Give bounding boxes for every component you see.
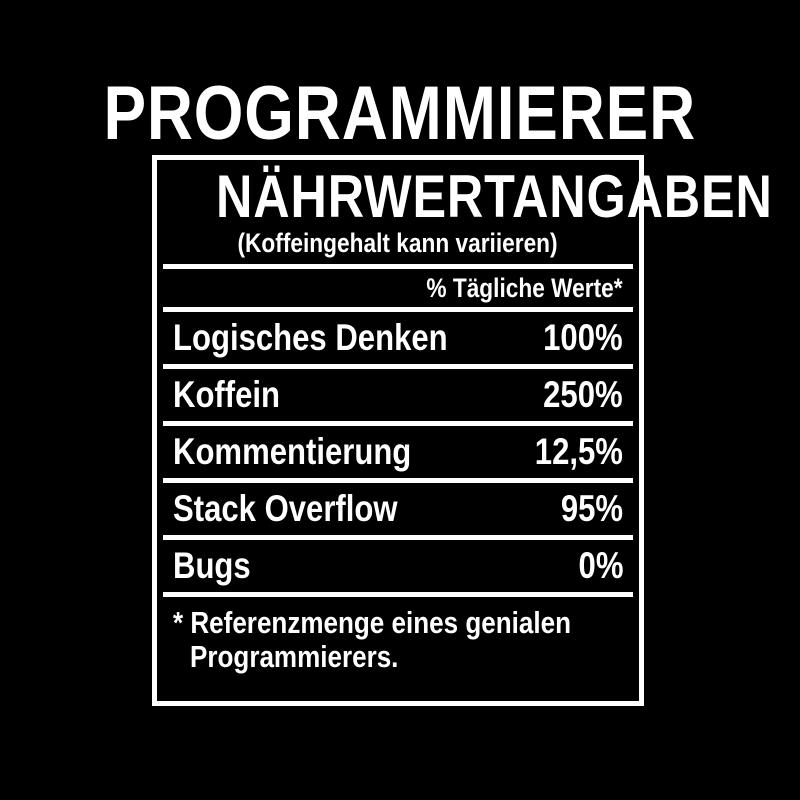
label-subheading: (Koffeingehalt kann variieren) [163, 228, 633, 258]
row-value: 95% [560, 488, 623, 529]
label-header: NÄHRWERTANGABEN (Koffeingehalt kann vari… [163, 166, 772, 264]
table-row: Logisches Denken 100% [163, 312, 633, 364]
nutrition-label: NÄHRWERTANGABEN (Koffeingehalt kann vari… [152, 155, 772, 706]
footnote: * Referenzmenge eines genialen Programmi… [163, 597, 633, 695]
footnote-line-1: * Referenzmenge eines genialen [173, 606, 623, 640]
page-title: PROGRAMMIERER [0, 76, 800, 152]
table-row: Kommentierung 12,5% [163, 426, 633, 478]
row-name: Stack Overflow [173, 488, 398, 529]
row-value: 12,5% [534, 431, 623, 472]
divider [163, 421, 633, 426]
row-value: 250% [543, 374, 623, 415]
row-value: 100% [543, 317, 623, 358]
divider [163, 592, 633, 597]
table-row: Bugs 0% [163, 540, 633, 592]
table-row: Stack Overflow 95% [163, 483, 633, 535]
divider [163, 364, 633, 369]
page-title-text: PROGRAMMIERER [103, 71, 697, 156]
daily-value-header: % Tägliche Werte* [163, 269, 633, 307]
row-name: Koffein [173, 374, 281, 415]
divider [163, 307, 633, 312]
label-heading-text: NÄHRWERTANGABEN [216, 163, 773, 230]
table-row: Koffein 250% [163, 369, 633, 421]
row-name: Bugs [173, 545, 251, 586]
divider [163, 478, 633, 483]
label-subheading-text: (Koffeingehalt kann variieren) [237, 228, 559, 258]
row-name: Kommentierung [173, 431, 412, 472]
row-name: Logisches Denken [173, 317, 448, 358]
divider [163, 264, 633, 269]
label-heading: NÄHRWERTANGABEN [163, 166, 772, 228]
divider [163, 535, 633, 540]
footnote-line-1-text: * Referenzmenge eines genialen [173, 605, 571, 640]
footnote-line-2: Programmierers. [190, 640, 623, 674]
footnote-line-2-text: Programmierers. [190, 639, 399, 674]
daily-value-header-text: % Tägliche Werte* [426, 272, 623, 303]
row-value: 0% [578, 545, 623, 586]
